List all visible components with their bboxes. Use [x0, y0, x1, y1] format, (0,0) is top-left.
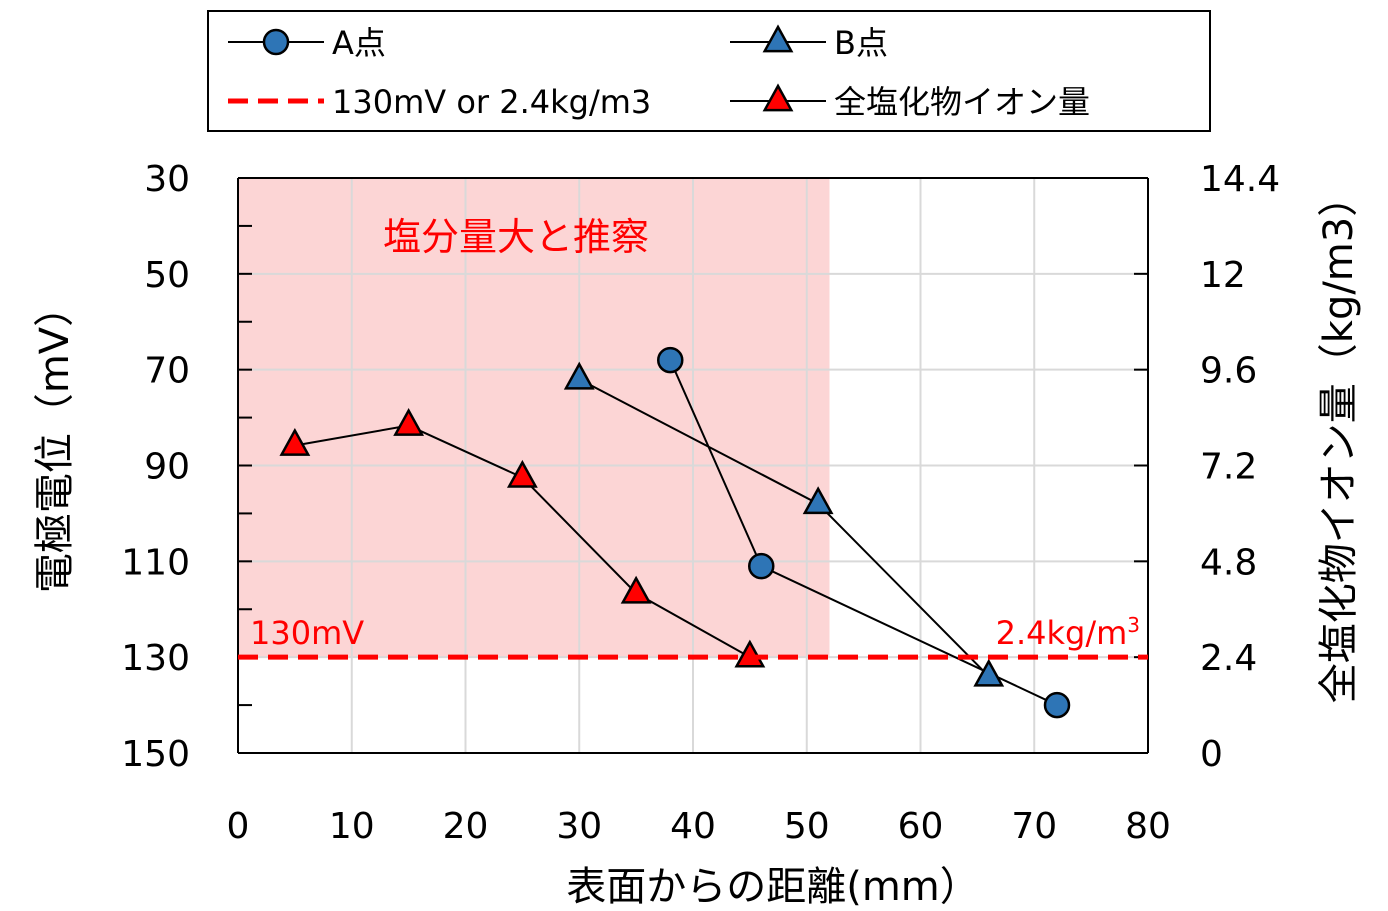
series-layer	[279, 346, 1071, 719]
legend: A点 B点 130mV or 2.4kg/m3 全塩化物イオン量	[207, 10, 1211, 132]
x-tick-label: 70	[1011, 806, 1057, 847]
legend-triangle-marker	[762, 83, 794, 112]
legend-circle-marker	[262, 28, 290, 56]
legend-label: 全塩化物イオン量	[834, 83, 1090, 121]
legend-item-2: B点	[730, 24, 888, 62]
y2-tick-label: 7.2	[1200, 447, 1257, 488]
legend-items: A点 B点 130mV or 2.4kg/m3 全塩化物イオン量	[228, 24, 1090, 121]
x-tick-label: 50	[784, 806, 830, 847]
y-axis-title: 電極電位（mV）	[32, 287, 78, 593]
threshold-right-label-main: 2.4kg/m	[996, 614, 1128, 652]
x-tick-label: 40	[670, 806, 716, 847]
legend-box	[207, 10, 1211, 132]
y2-tick-label: 0	[1200, 734, 1223, 775]
legend-item-1: A点	[228, 24, 386, 62]
y2-tick-label: 2.4	[1200, 638, 1257, 679]
series-2-point	[563, 361, 595, 390]
series-3-point	[620, 575, 652, 604]
legend-item-4: 全塩化物イオン量	[730, 83, 1090, 121]
legend-item-3: 130mV or 2.4kg/m3	[228, 83, 651, 121]
y2-axis-title: 全塩化物イオン量（kg/m3）	[1316, 177, 1362, 703]
x-tick-label: 20	[443, 806, 489, 847]
x-tick-label: 80	[1125, 806, 1171, 847]
y2-tick-label: 12	[1200, 255, 1246, 296]
region-layer	[238, 178, 830, 658]
high-chloride-region	[238, 178, 830, 658]
y-tick-label: 70	[144, 351, 190, 392]
x-tick-label: 10	[329, 806, 375, 847]
x-tick-label: 0	[227, 806, 250, 847]
tick-label-layer: 0 10 20 30 40 50 60 70 803050709011013015014.412…	[121, 159, 1280, 847]
y-tick-label: 90	[144, 447, 190, 488]
legend-label: B点	[834, 24, 888, 62]
series-2	[563, 361, 1005, 687]
legend-label: 130mV or 2.4kg/m3	[332, 83, 651, 121]
legend-triangle-marker	[762, 24, 794, 53]
series-3-point	[393, 407, 425, 436]
y2-tick-label: 14.4	[1200, 159, 1280, 200]
series-1-point	[748, 552, 775, 580]
grid-layer	[238, 178, 1148, 753]
series-2-point	[802, 486, 834, 515]
series-1-point	[1043, 691, 1071, 719]
y-tick-label: 110	[121, 542, 190, 583]
series-3-point	[279, 427, 311, 456]
y-tick-label: 50	[144, 255, 190, 296]
x-axis-title: 表面からの距離(mm）	[566, 864, 980, 910]
x-tick-label: 60	[898, 806, 944, 847]
series-2-point	[973, 658, 1005, 687]
x-tick-label: 30	[556, 806, 602, 847]
threshold-right-label: 2.4kg/m3	[996, 613, 1140, 652]
y-tick-label: 30	[144, 159, 190, 200]
threshold-right-label-sup: 3	[1127, 613, 1140, 637]
legend-label: A点	[332, 24, 386, 62]
y-tick-label: 150	[121, 734, 190, 775]
y2-tick-label: 4.8	[1200, 542, 1257, 583]
series-3	[279, 407, 766, 668]
series-3-point	[506, 459, 538, 488]
series-1-point	[657, 346, 684, 374]
threshold-left-label: 130mV	[250, 614, 364, 652]
y-tick-label: 130	[121, 638, 190, 679]
y2-tick-label: 9.6	[1200, 351, 1257, 392]
region-label: 塩分量大と推察	[383, 215, 649, 259]
series-3-point	[734, 639, 766, 668]
